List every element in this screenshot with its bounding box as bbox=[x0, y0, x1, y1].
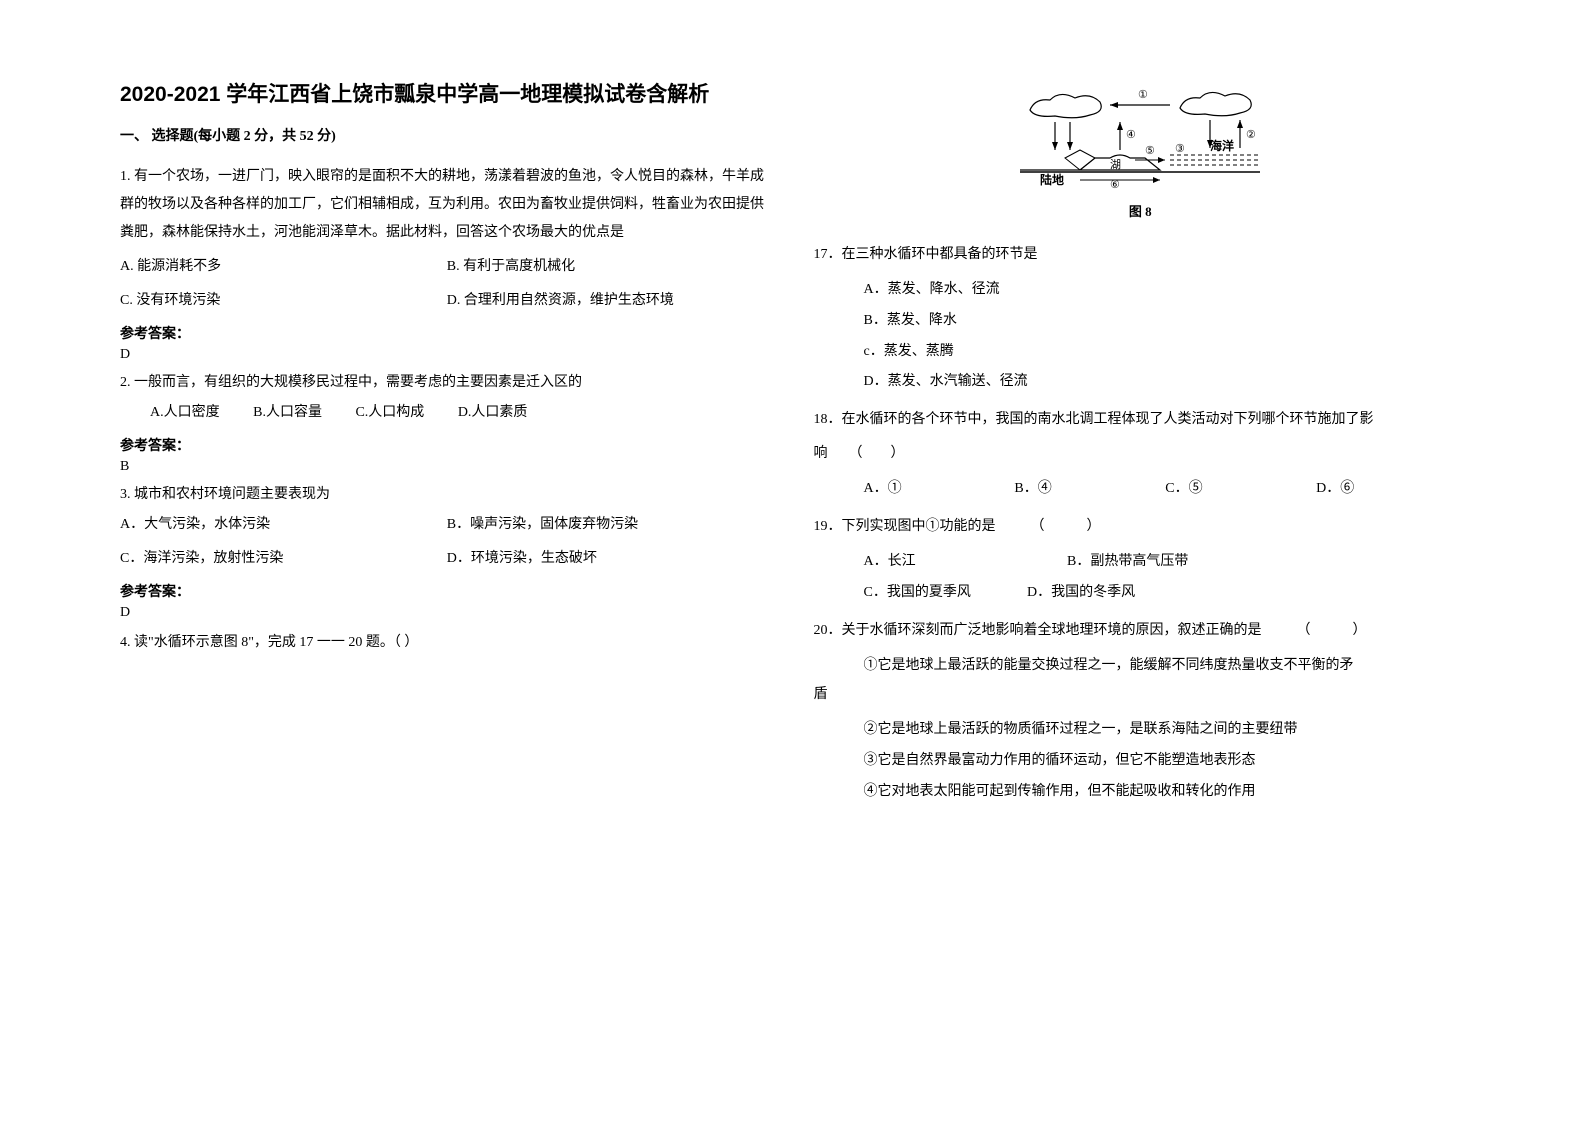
q3-opt-d: D．环境污染，生态破坏 bbox=[447, 545, 774, 573]
q3-opt-b: B．噪声污染，固体废弃物污染 bbox=[447, 511, 774, 539]
q2-opt-d: D.人口素质 bbox=[458, 405, 528, 420]
q19-opt-b: B．副热带高气压带 bbox=[1067, 554, 1188, 569]
q19-row1: A．长江 B．副热带高气压带 bbox=[814, 547, 1468, 578]
q17-opt-c: c．蒸发、蒸腾 bbox=[814, 337, 1468, 368]
q19-text: 19．下列实现图中①功能的是 （ ） bbox=[814, 513, 1468, 541]
section-1-header: 一、 选择题(每小题 2 分，共 52 分) bbox=[120, 125, 774, 145]
q3-text: 3. 城市和农村环境问题主要表现为 bbox=[120, 483, 774, 507]
label-2: ② bbox=[1246, 129, 1256, 141]
diagram-caption: 图 8 bbox=[1010, 201, 1270, 220]
q19-opt-d: D．我国的冬季风 bbox=[1027, 585, 1135, 600]
label-4: ④ bbox=[1126, 129, 1136, 141]
q1-answer: D bbox=[120, 347, 774, 363]
label-lake: 湖 bbox=[1110, 158, 1121, 171]
q19-opt-a: A．长江 bbox=[864, 547, 1064, 578]
q1-answer-label: 参考答案： bbox=[120, 323, 774, 343]
q3-answer-label: 参考答案： bbox=[120, 581, 774, 601]
q20-text: 20．关于水循环深刻而广泛地影响着全球地理环境的原因，叙述正确的是 （ ） bbox=[814, 617, 1468, 645]
label-6: ⑥ bbox=[1110, 179, 1120, 190]
right-column: ① ④ ② 湖 ⑤ ③ bbox=[794, 80, 1488, 1082]
q4-text: 4. 读"水循环示意图 8"，完成 17 一一 20 题。（ ） bbox=[120, 629, 774, 657]
q17-opt-b: B．蒸发、降水 bbox=[814, 306, 1468, 337]
q19-opt-c: C．我国的夏季风 bbox=[864, 578, 1024, 609]
q2-opt-b: B.人口容量 bbox=[253, 405, 322, 420]
q18-opt-c: C．⑤ bbox=[1165, 474, 1316, 505]
q3-opt-c: C．海洋污染，放射性污染 bbox=[120, 545, 447, 573]
label-land: 陆地 bbox=[1040, 172, 1064, 187]
q3-options-row1: A．大气污染，水体污染 B．噪声污染，固体废弃物污染 bbox=[120, 511, 774, 539]
q1-opt-b: B. 有利于高度机械化 bbox=[447, 253, 774, 281]
q1-options-row1: A. 能源消耗不多 B. 有利于高度机械化 bbox=[120, 253, 774, 281]
q18-text-2: 响 （ ） bbox=[814, 440, 1468, 468]
q1-opt-d: D. 合理利用自然资源，维护生态环境 bbox=[447, 287, 774, 315]
q2-answer-label: 参考答案： bbox=[120, 435, 774, 455]
q20-s1b: 盾 bbox=[814, 681, 1468, 709]
q3-answer: D bbox=[120, 605, 774, 621]
q18-opt-a: A．① bbox=[864, 474, 1015, 505]
q17-opt-a: A．蒸发、降水、径流 bbox=[814, 275, 1468, 306]
q2-answer: B bbox=[120, 459, 774, 475]
q18-options: A．① B．④ C．⑤ D．⑥ bbox=[814, 474, 1468, 505]
q1-opt-a: A. 能源消耗不多 bbox=[120, 253, 447, 281]
q1-opt-c: C. 没有环境污染 bbox=[120, 287, 447, 315]
q18-opt-d: D．⑥ bbox=[1316, 474, 1467, 505]
q17-opt-d: D．蒸发、水汽输送、径流 bbox=[814, 367, 1468, 398]
q20-s1a: ①它是地球上最活跃的能量交换过程之一，能缓解不同纬度热量收支不平衡的矛 bbox=[814, 651, 1468, 682]
q2-text: 2. 一般而言，有组织的大规模移民过程中，需要考虑的主要因素是迁入区的 bbox=[120, 371, 774, 395]
q2-opt-a: A.人口密度 bbox=[150, 405, 220, 420]
exam-title: 2020-2021 学年江西省上饶市瓢泉中学高一地理模拟试卷含解析 bbox=[120, 80, 774, 109]
label-3: ③ bbox=[1175, 143, 1185, 155]
q1-options-row2: C. 没有环境污染 D. 合理利用自然资源，维护生态环境 bbox=[120, 287, 774, 315]
q18-opt-b: B．④ bbox=[1014, 474, 1165, 505]
q2-options: A.人口密度 B.人口容量 C.人口构成 D.人口素质 bbox=[120, 399, 774, 427]
q3-options-row2: C．海洋污染，放射性污染 D．环境污染，生态破坏 bbox=[120, 545, 774, 573]
q20-s3: ③它是自然界最富动力作用的循环运动，但它不能塑造地表形态 bbox=[814, 746, 1468, 777]
left-column: 2020-2021 学年江西省上饶市瓢泉中学高一地理模拟试卷含解析 一、 选择题… bbox=[100, 80, 794, 1082]
label-5: ⑤ bbox=[1145, 145, 1155, 157]
diagram-container: ① ④ ② 湖 ⑤ ③ bbox=[814, 80, 1468, 221]
water-cycle-diagram: ① ④ ② 湖 ⑤ ③ bbox=[1010, 80, 1270, 220]
q1-text: 1. 有一个农场，一进厂门，映入眼帘的是面积不大的耕地，荡漾着碧波的鱼池，令人悦… bbox=[120, 163, 774, 247]
q20-s2: ②它是地球上最活跃的物质循环过程之一，是联系海陆之间的主要纽带 bbox=[814, 715, 1468, 746]
q17-text: 17．在三种水循环中都具备的环节是 bbox=[814, 241, 1468, 269]
q18-text-1: 18．在水循环的各个环节中，我国的南水北调工程体现了人类活动对下列哪个环节施加了… bbox=[814, 406, 1468, 434]
label-1: ① bbox=[1138, 89, 1148, 101]
label-ocean: 海洋 bbox=[1210, 138, 1234, 153]
q20-s4: ④它对地表太阳能可起到传输作用，但不能起吸收和转化的作用 bbox=[814, 777, 1468, 808]
q19-row2: C．我国的夏季风 D．我国的冬季风 bbox=[814, 578, 1468, 609]
q3-opt-a: A．大气污染，水体污染 bbox=[120, 511, 447, 539]
q2-opt-c: C.人口构成 bbox=[355, 405, 424, 420]
